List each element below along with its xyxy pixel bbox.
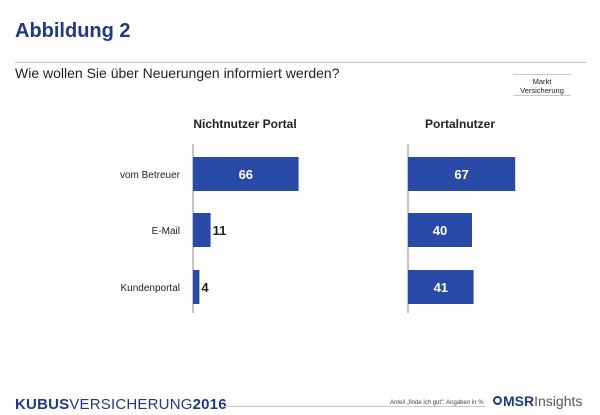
panel-title: Nichtnutzer Portal — [193, 117, 296, 131]
bar — [408, 213, 472, 247]
msr-logo: MSRInsights — [493, 393, 582, 409]
survey-question: Wie wollen Sie über Neuerungen informier… — [15, 65, 340, 81]
brand-light: VERSICHERUNG — [69, 396, 193, 413]
panel-title: Portalnutzer — [425, 117, 495, 131]
page-title: Abbildung 2 — [15, 20, 131, 42]
category-label: vom Betreuer — [120, 170, 181, 181]
footnote: Anteil „finde ich gut"; Angaben in % — [390, 400, 484, 406]
brand-bold: KUBUS — [15, 396, 70, 413]
data-label: 67 — [454, 167, 468, 182]
category-label: Kundenportal — [121, 283, 181, 294]
data-label: 66 — [239, 167, 253, 182]
logo-light: Insights — [534, 393, 583, 409]
badge-line-1: Markt — [532, 77, 552, 86]
data-label: 41 — [434, 280, 448, 295]
bar — [193, 213, 211, 247]
bar — [408, 270, 474, 304]
badge-line-2: Versicherung — [520, 86, 564, 95]
brand-year: 2016 — [192, 396, 227, 413]
title-divider — [15, 62, 587, 63]
bar — [408, 157, 516, 191]
category-label: E-Mail — [152, 226, 180, 237]
footer-divider — [223, 406, 485, 407]
brand-wordmark: KUBUSVERSICHERUNG2016 — [15, 396, 227, 413]
msr-logo-icon — [493, 396, 502, 405]
bar — [193, 270, 200, 304]
data-label: 40 — [433, 223, 447, 238]
data-label: 11 — [213, 223, 227, 238]
logo-bold: MSR — [503, 393, 535, 409]
data-label: 4 — [201, 280, 209, 295]
category-badge: Markt Versicherung — [513, 74, 571, 96]
bar — [193, 157, 299, 191]
